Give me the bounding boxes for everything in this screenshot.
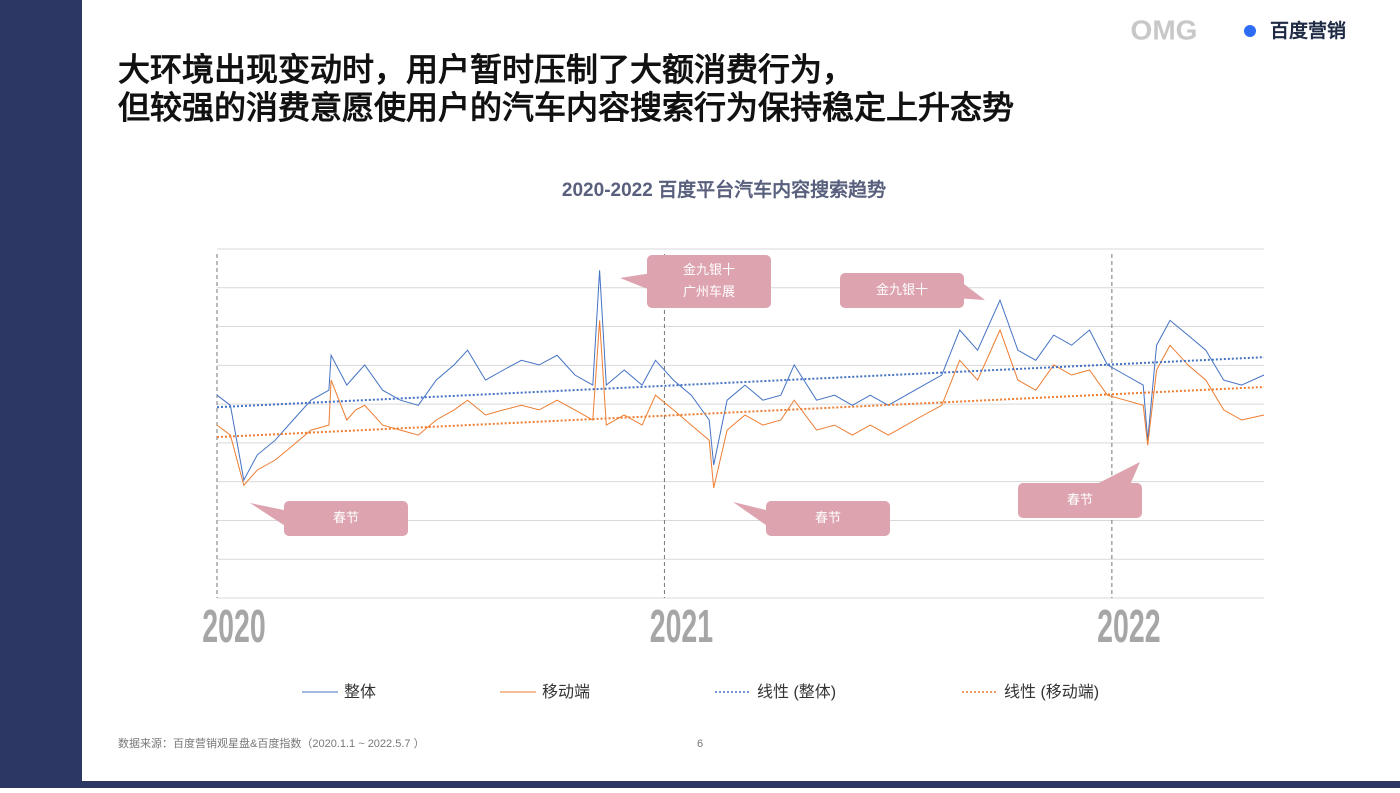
logo-omg: OMG [1131,14,1198,45]
callout-text: 春节 [815,510,841,525]
callout-box [284,501,408,536]
trend-line [216,386,1265,439]
series-line [216,270,1265,482]
callout-box [647,255,771,308]
callout-text: 金九银十 [876,282,928,297]
title-line: 但较强的消费意愿使用户的汽车内容搜索行为保持稳定上升态势 [118,89,1014,125]
trend-line [216,356,1265,409]
callout-pointer [962,282,985,300]
callout-text: 春节 [333,510,359,525]
bottom-band [82,781,1400,788]
callout-box [1018,483,1142,518]
x-tick-label: 2021 [650,601,713,653]
legend-label: 线性 (整体) [757,683,836,701]
legend-label: 线性 (移动端) [1004,683,1099,701]
callout-pointer [620,273,649,290]
legend-label: 移动端 [542,683,590,701]
title-line: 大环境出现变动时，用户暂时压制了大额消费行为， [118,51,854,87]
legend-label: 整体 [344,683,376,701]
callout-pointer [1100,462,1140,485]
callout-box [840,273,964,308]
chart-title: 2020-2022 百度平台汽车内容搜索趋势 [562,178,886,201]
callout-pointer [250,503,286,527]
callout-text: 春节 [1067,492,1093,507]
callout-text: 广州车展 [683,284,735,299]
callout-pointer [733,502,768,527]
logo-icon [1244,25,1256,37]
logo-baidu: 百度营销 [1270,19,1346,42]
page-number: 6 [697,738,703,750]
series-line [216,320,1265,489]
source-note: 数据来源：百度营销观星盘&百度指数（2020.1.1 ~ 2022.5.7 ） [118,736,425,750]
callout-text: 金九银十 [683,262,735,277]
x-tick-label: 2022 [1097,601,1160,653]
x-tick-label: 2020 [202,601,265,653]
side-band [0,0,82,788]
callout-box [766,501,890,536]
